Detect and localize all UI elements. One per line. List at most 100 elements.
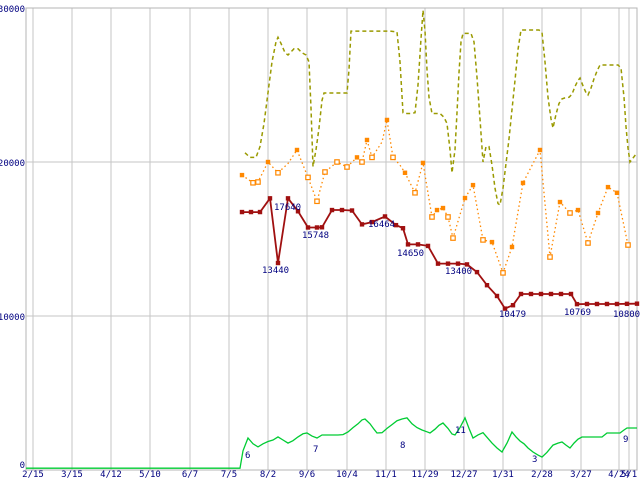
value-annotation: 6 [245, 451, 250, 461]
x-axis-label: 2/28 [531, 470, 553, 480]
main-red-solid-marker-filled [538, 291, 544, 297]
main-red-solid-marker-filled [405, 242, 411, 247]
mid-orange-dotted-marker-filled [434, 207, 440, 213]
mid-orange-dotted-marker-open [314, 198, 320, 205]
series-high-olive-dashed-line [244, 10, 638, 207]
mid-orange-dotted-marker-filled [489, 239, 495, 245]
value-annotation: 7 [313, 445, 318, 455]
mid-orange-dotted-marker-filled [364, 137, 370, 143]
mid-orange-dotted-marker-filled [420, 160, 426, 166]
main-red-solid-marker-filled [464, 262, 470, 267]
mid-orange-dotted-marker-open [445, 214, 451, 220]
x-axis-label: 5/1 [621, 470, 637, 480]
mid-orange-dotted-marker-filled [294, 147, 300, 153]
value-annotation: 10479 [499, 310, 526, 320]
mid-orange-dotted-marker-filled [239, 172, 245, 178]
main-red-solid-marker-filled [285, 196, 291, 201]
main-red-solid-marker-filled [445, 261, 451, 266]
value-annotation: 15748 [302, 231, 329, 241]
mid-orange-dotted-marker-open [334, 159, 340, 165]
main-red-solid-marker-filled [510, 303, 516, 308]
x-axis-label: 2/15 [22, 470, 44, 480]
mid-orange-dotted-marker-open [305, 174, 311, 181]
mid-orange-dotted-marker-open [547, 254, 553, 260]
value-annotation: 17640 [274, 203, 301, 213]
mid-orange-dotted-marker-filled [354, 155, 360, 160]
main-red-solid-marker-filled [474, 269, 480, 275]
mid-orange-dotted-marker-filled [557, 199, 563, 205]
main-red-solid-marker-filled [359, 222, 365, 227]
y-axis-label: 30000 [0, 5, 25, 15]
main-red-solid-marker-filled [614, 301, 620, 307]
main-red-solid-marker-filled [584, 301, 590, 307]
main-red-solid-marker-filled [484, 283, 490, 288]
main-red-solid-marker-filled [319, 225, 325, 230]
mid-orange-dotted-marker-filled [470, 182, 476, 188]
x-axis-label: 4/12 [100, 470, 122, 480]
value-annotation: 10800 [613, 310, 640, 320]
mid-orange-dotted-marker-open [250, 179, 256, 186]
series-low-green-solid-line [26, 416, 637, 469]
x-axis-label: 10/4 [336, 470, 358, 480]
mid-orange-dotted-marker-open [255, 179, 261, 185]
main-red-solid-marker-filled [502, 306, 508, 311]
value-annotation: 3 [532, 455, 537, 465]
main-red-solid-marker-filled [248, 209, 254, 215]
x-axis-label: 4/24 [608, 470, 630, 480]
main-red-solid-marker-filled [594, 301, 600, 307]
x-axis-label: 12/27 [450, 470, 477, 480]
main-red-solid-marker-filled [275, 260, 281, 266]
mid-orange-dotted-marker-filled [537, 147, 543, 153]
y-axis-label: 0 [20, 461, 25, 471]
x-axis-label: 6/7 [182, 470, 198, 480]
main-red-solid-marker-filled [400, 226, 406, 231]
main-red-solid-marker-filled [455, 261, 461, 266]
mid-orange-dotted-marker-open [369, 154, 375, 161]
main-red-solid-marker-filled [604, 301, 610, 307]
x-axis-label: 9/6 [299, 470, 315, 480]
mid-orange-dotted-marker-open [585, 240, 591, 246]
value-annotation: 13400 [445, 267, 472, 277]
mid-orange-dotted-marker-filled [440, 205, 446, 211]
x-axis-label: 5/10 [139, 470, 161, 480]
main-red-solid-marker-filled [415, 242, 421, 247]
mid-orange-dotted-marker-open [567, 210, 573, 216]
main-red-solid-marker-filled [393, 222, 399, 228]
main-red-solid-marker-filled [239, 209, 245, 215]
mid-orange-dotted-marker-filled [575, 207, 581, 213]
value-annotation: 14650 [397, 249, 424, 259]
mid-orange-dotted-marker-open [390, 154, 396, 161]
plot-border [25, 7, 638, 471]
main-red-solid-marker-filled [624, 301, 630, 307]
mid-orange-dotted-marker-open [500, 270, 506, 276]
main-red-solid-marker-filled [314, 225, 320, 230]
value-annotation: 16464 [368, 220, 395, 230]
value-annotation: 8 [400, 441, 405, 451]
mid-orange-dotted-marker-filled [462, 195, 468, 201]
mid-orange-dotted-marker-open [450, 235, 456, 241]
y-axis-label: 10000 [0, 313, 25, 323]
mid-orange-dotted-marker-open [625, 242, 631, 248]
mid-orange-dotted-marker-open [275, 169, 281, 176]
main-red-solid-marker-filled [494, 293, 500, 299]
mid-orange-dotted-marker-filled [520, 180, 526, 186]
main-red-solid-marker-filled [329, 207, 335, 213]
value-annotation: 13440 [262, 266, 289, 276]
x-axis-label: 3/15 [61, 470, 83, 480]
main-red-solid-marker-filled [305, 225, 311, 230]
mid-orange-dotted-marker-filled [595, 210, 601, 216]
x-axis-label: 3/27 [570, 470, 592, 480]
main-red-solid-marker-filled [435, 261, 441, 266]
mid-orange-dotted-marker-open [412, 190, 418, 196]
value-annotation: 9 [623, 435, 628, 445]
mid-orange-dotted-marker-filled [614, 190, 620, 195]
x-axis-label: 1/31 [492, 470, 514, 480]
x-axis-label: 11/1 [375, 470, 397, 480]
main-red-solid-marker-filled [518, 291, 524, 297]
main-red-solid-marker-filled [267, 196, 273, 201]
mid-orange-dotted-marker-open [480, 237, 486, 243]
mid-orange-dotted-marker-filled [265, 159, 271, 165]
